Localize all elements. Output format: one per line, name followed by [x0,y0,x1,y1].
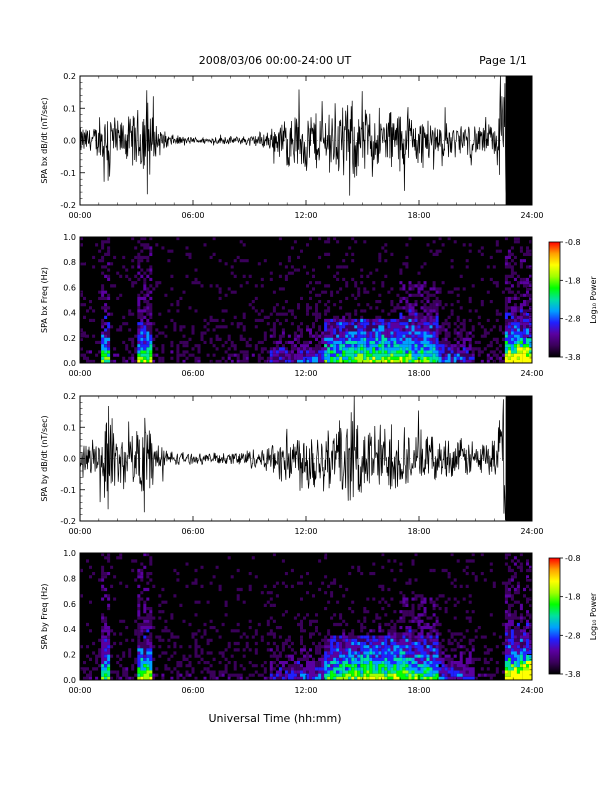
y-tick-label: -0.2 [60,517,76,526]
x-tick-label: 12:00 [294,369,317,378]
y-tick-label: 0.4 [63,309,76,318]
y-tick-label: 0.0 [63,676,76,685]
y-tick-label: 1.0 [63,549,76,558]
y-tick-label: 0.0 [63,359,76,368]
y-tick-label: 0.1 [63,104,76,113]
spectrogram-cells [80,553,533,680]
y-axis-label: SPA bx dB/dt (nT/sec) [40,97,49,183]
spectrogram-cells [101,664,530,680]
colorbar-tick-label: -2.8 [565,631,581,640]
spectrogram-cells [104,657,530,680]
spectrogram-cells [101,318,533,364]
x-tick-label: 06:00 [181,527,204,536]
y-tick-label: 0.2 [63,334,76,343]
x-tick-label: 00:00 [68,369,91,378]
panel-3: 0.2 0.1 0.0 -0.1 -0.200:00 06:00 12:00 18:00 24:… [40,392,544,536]
y-tick-label: 0.0 [63,137,76,146]
colorbar [548,557,561,675]
panel-2: -0.8 -1.8 -2.8 -3.8 Log₁₀ Power 1.0 0.8 0.6 0.4 0… [40,233,598,378]
panels-group: 0.20.10.0-0.1-0.200:00 06:00 12:00 18:00 24:… [40,72,598,695]
x-tick-label: 00:00 [68,527,91,536]
y-tick-label: -0.1 [60,169,76,178]
waveform-trace [79,75,533,206]
x-tick-label: 00:00 [68,211,91,220]
page-number: Page 1/1 [479,54,527,67]
y-tick-label: -0.1 [60,486,76,495]
y-tick-label: 1.0 [63,233,76,242]
x-tick-label: 00:00 [68,686,91,695]
y-tick-label: -0.2 [60,201,76,210]
y-axis-label: SPA by Freq (Hz) [40,584,49,650]
y-tick-label: 0.1 [63,423,76,432]
page-title: 2008/03/06 00:00-24:00 UT [199,54,352,67]
colorbar-label: Log₁₀ Power [589,276,598,324]
y-tick-label: 0.8 [63,574,76,583]
y-axis-label: SPA by dB/dt (nT/sec) [40,415,49,501]
spectrogram-cells [101,309,533,364]
x-tick-label: 24:00 [520,527,543,536]
x-tick-label: 12:00 [294,527,317,536]
y-tick-label: 0.2 [63,392,76,401]
y-tick-label: 0.4 [63,625,76,634]
x-tick-label: 24:00 [520,686,543,695]
spectrogram-cells [80,237,533,364]
y-axis-label: SPA bx Freq (Hz) [40,267,49,333]
x-tick-label: 12:00 [294,686,317,695]
x-tick-label: 18:00 [407,686,430,695]
colorbar-tick-label: -3.8 [565,353,581,362]
colorbar-tick-label: -1.8 [565,276,581,285]
panel-4: -0.8 -1.8 -2.8 -3.8 Log₁₀ Power 1.0 0.8 0.6 0.4 0… [40,549,598,695]
x-tick-label: 18:00 [407,369,430,378]
y-tick-label: 0.2 [63,651,76,660]
colorbar-tick-label: -3.8 [565,670,581,679]
y-tick-label: 0.6 [63,600,76,609]
y-tick-label: 0.2 [63,72,76,81]
x-tick-label: 24:00 [520,211,543,220]
spectrogram-cells [101,344,533,364]
colorbar-tick-label: -2.8 [565,315,581,324]
panel-1: 0.2 0.1 0.0 -0.1 -0.200:00 06:00 12:00 18:00 24:… [40,72,544,220]
colorbar-tick-label: -0.8 [565,554,581,563]
y-tick-label: 0.8 [63,258,76,267]
y-tick-label: 0.0 [63,455,76,464]
x-tick-label: 06:00 [181,211,204,220]
x-axis-title: Universal Time (hh:mm) [209,712,342,725]
x-tick-label: 18:00 [407,211,430,220]
x-tick-label: 06:00 [181,369,204,378]
x-tick-label: 06:00 [181,686,204,695]
x-tick-label: 24:00 [520,369,543,378]
x-tick-label: 12:00 [294,211,317,220]
x-tick-label: 18:00 [407,527,430,536]
waveform-trace [79,395,533,522]
colorbar [548,241,561,358]
y-tick-label: 0.6 [63,283,76,292]
colorbar-tick-label: -0.8 [565,238,581,247]
colorbar-label: Log₁₀ Power [589,592,598,640]
colorbar-tick-label: -1.8 [565,593,581,602]
